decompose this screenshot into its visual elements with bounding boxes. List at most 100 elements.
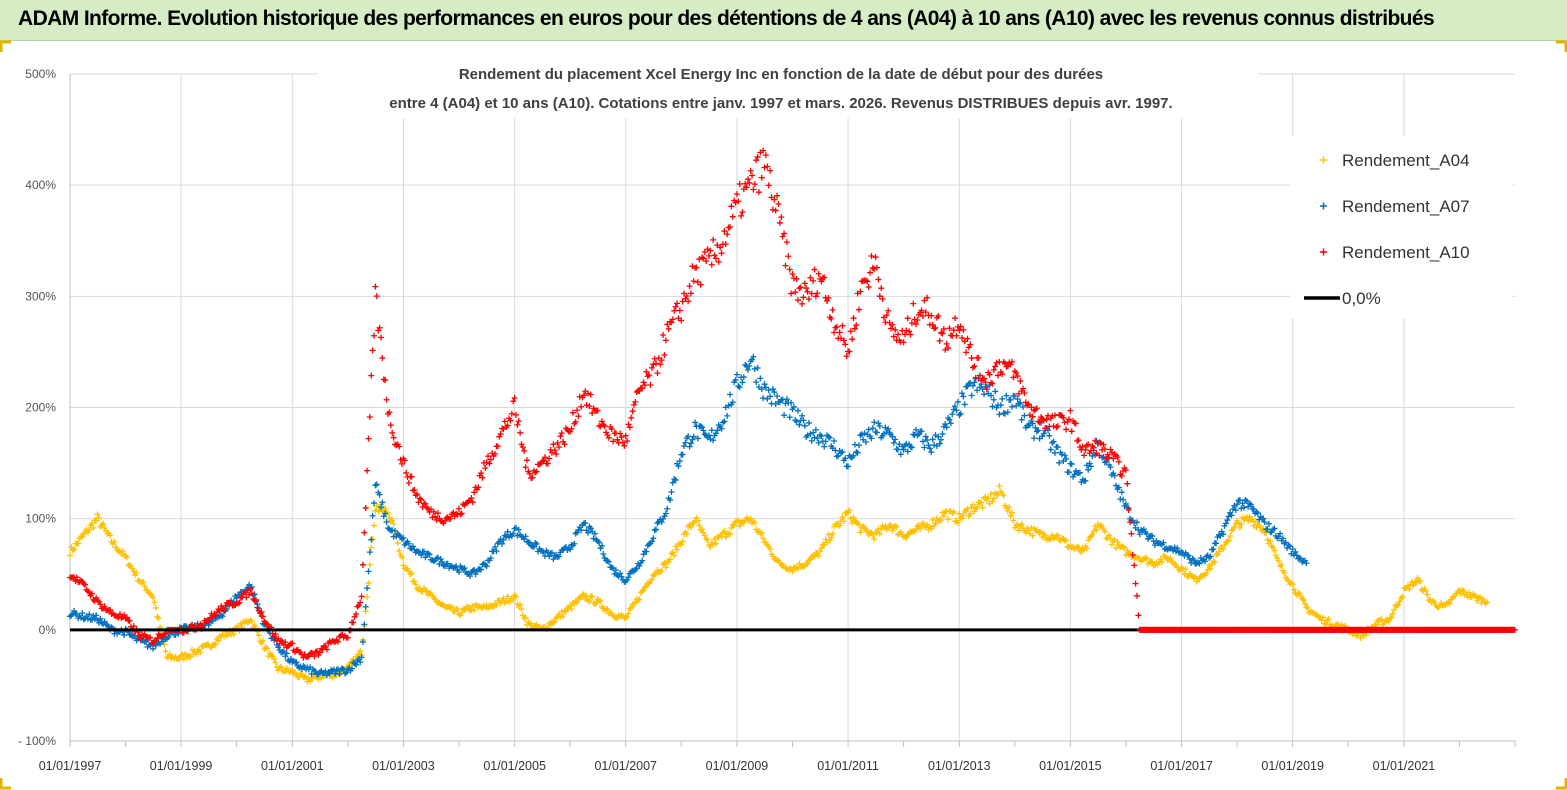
data-point	[1106, 454, 1113, 461]
data-point	[850, 452, 857, 459]
data-point	[1460, 588, 1467, 595]
data-point	[411, 486, 418, 493]
data-point	[744, 176, 751, 183]
data-point	[875, 276, 882, 283]
data-point	[897, 451, 904, 458]
data-point	[735, 383, 742, 390]
data-point	[95, 514, 102, 521]
data-point	[369, 512, 376, 519]
data-point	[950, 327, 957, 334]
data-point	[344, 634, 351, 641]
data-point	[550, 556, 557, 563]
data-point	[1232, 507, 1239, 514]
data-point	[147, 591, 154, 598]
x-tick-label: 01/01/2003	[372, 759, 435, 773]
data-point	[1190, 557, 1197, 564]
data-point	[1040, 417, 1047, 424]
data-point	[936, 440, 943, 447]
data-point	[1228, 512, 1235, 519]
data-point	[976, 372, 983, 379]
data-point	[601, 423, 608, 430]
data-point	[789, 271, 796, 278]
data-point	[118, 614, 125, 621]
data-point	[887, 325, 894, 332]
data-point	[1378, 616, 1385, 623]
data-point	[1090, 528, 1097, 535]
data-point	[825, 294, 832, 301]
data-point	[130, 623, 137, 630]
data-point	[361, 529, 368, 536]
data-point	[422, 500, 429, 507]
data-point	[910, 300, 917, 307]
data-point	[1135, 612, 1142, 619]
data-point	[426, 551, 433, 558]
data-point	[336, 671, 343, 678]
data-point	[932, 324, 939, 331]
data-point	[454, 606, 461, 613]
data-point	[935, 433, 942, 440]
data-point	[1042, 532, 1049, 539]
data-point	[732, 376, 739, 383]
data-point	[625, 610, 632, 617]
data-point	[1009, 358, 1016, 365]
data-point	[94, 511, 101, 518]
data-point	[938, 517, 945, 524]
data-point	[567, 546, 574, 553]
data-point	[956, 510, 963, 517]
data-point	[511, 592, 518, 599]
data-point	[483, 563, 490, 570]
data-point	[455, 505, 462, 512]
data-point	[1222, 520, 1229, 527]
data-point	[1253, 509, 1260, 516]
data-point	[911, 316, 918, 323]
data-point	[938, 329, 945, 336]
data-point	[1061, 452, 1068, 459]
data-point	[1017, 378, 1024, 385]
data-point	[781, 412, 788, 419]
data-point	[750, 353, 757, 360]
data-point	[828, 534, 835, 541]
data-point	[1014, 396, 1021, 403]
data-point	[835, 452, 842, 459]
data-point	[152, 604, 159, 611]
data-point	[774, 393, 781, 400]
data-point	[585, 390, 592, 397]
data-point	[528, 542, 535, 549]
data-point	[254, 604, 261, 611]
data-point	[561, 607, 568, 614]
data-point	[622, 432, 629, 439]
data-point	[988, 491, 995, 498]
data-point	[989, 498, 996, 505]
data-point	[818, 433, 825, 440]
data-point	[669, 316, 676, 323]
data-point	[990, 366, 997, 373]
data-point	[742, 180, 749, 187]
data-point	[992, 388, 999, 395]
data-point	[779, 233, 786, 240]
data-point	[751, 365, 758, 372]
data-point	[653, 360, 660, 367]
data-point	[1304, 604, 1311, 611]
data-point	[971, 379, 978, 386]
data-point	[1082, 446, 1089, 453]
data-point	[387, 422, 394, 429]
data-point	[690, 433, 697, 440]
data-point	[624, 614, 631, 621]
data-point	[396, 547, 403, 554]
data-point	[861, 430, 868, 437]
data-point	[1007, 396, 1014, 403]
data-point	[293, 659, 300, 666]
data-point	[969, 501, 976, 508]
data-point	[847, 515, 854, 522]
data-point	[851, 325, 858, 332]
data-point	[1050, 438, 1057, 445]
data-point	[872, 254, 879, 261]
data-point	[643, 548, 650, 555]
data-point	[643, 368, 650, 375]
data-point	[815, 439, 822, 446]
data-point	[1021, 390, 1028, 397]
data-point	[497, 431, 504, 438]
data-point	[571, 540, 578, 547]
data-point	[364, 467, 371, 474]
data-point	[141, 583, 148, 590]
